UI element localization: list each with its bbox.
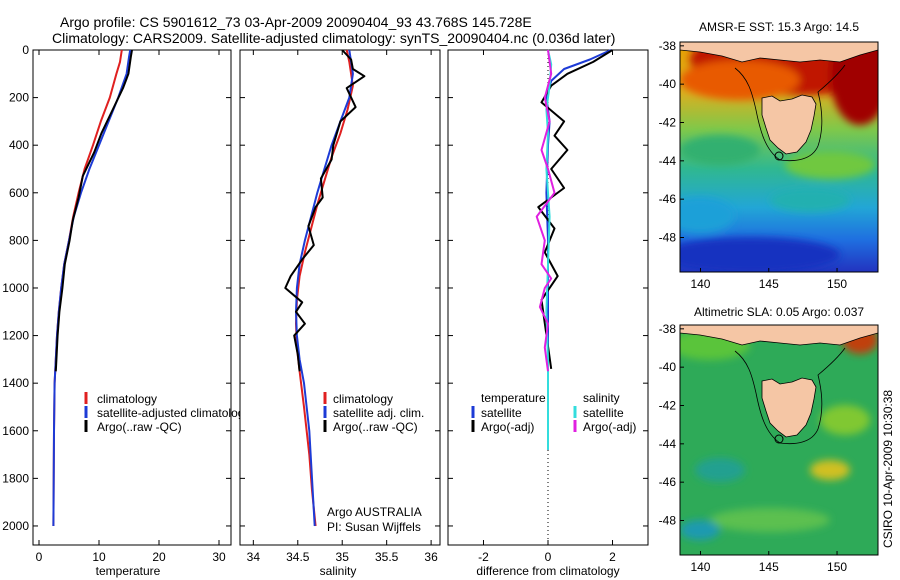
- y-tick-label: 1200: [2, 329, 29, 343]
- x-tick-label: 30: [212, 550, 226, 564]
- sla-map-panel: Altimetric SLA: 0.05 Argo: 0.037 140 145 1…: [659, 305, 879, 574]
- y-tick-label: 400: [9, 138, 29, 152]
- sst-map-frame: [679, 41, 879, 273]
- legend-label-sal-satellite: satellite: [583, 406, 624, 420]
- y-tick-label: 200: [9, 91, 29, 105]
- x-tick-label: 36: [424, 550, 438, 564]
- x-tick-label: 34.5: [286, 550, 310, 564]
- y-tick-label: 1600: [2, 424, 29, 438]
- map-y-tick-label: -44: [659, 437, 677, 451]
- legend-label-climatology: climatology: [97, 392, 157, 406]
- y-tick-label: 1800: [2, 471, 29, 485]
- map-y-tick-label: -44: [659, 154, 677, 168]
- tasmania-landmass: [761, 94, 817, 155]
- sst-map-title: AMSR-E SST: 15.3 Argo: 14.5: [699, 20, 859, 34]
- shelf-contour: [734, 347, 846, 445]
- x-tick-label: 0: [545, 550, 552, 564]
- x-tick-label: 35: [336, 550, 350, 564]
- temperature-ticks: 0 10 20 30 0 200 400 600 800 1000 1200 1400 1600 1800…: [2, 43, 231, 564]
- y-tick-label: 800: [9, 233, 29, 247]
- x-tick-label: 10: [92, 550, 106, 564]
- legend-label-sal-argo: Argo(-adj): [583, 420, 636, 434]
- timestamp-stamp: CSIRO 10-Apr-2009 10:30:38: [881, 390, 895, 548]
- x-tick-label: -2: [478, 550, 489, 564]
- y-tick-label: 2000: [2, 519, 29, 533]
- credit-line1: Argo AUSTRALIA: [327, 505, 422, 519]
- map-x-tick-label: 140: [690, 277, 710, 291]
- map-y-tick-label: -46: [659, 475, 677, 489]
- series-line-satellite-adj-clim-: [295, 49, 354, 527]
- map-y-tick-label: -40: [659, 360, 677, 374]
- sla-map-title: Altimetric SLA: 0.05 Argo: 0.037: [694, 305, 864, 319]
- legend-heading-salinity: salinity: [583, 391, 620, 405]
- legend-label-argo: Argo(..raw -QC): [97, 420, 182, 434]
- sst-map-panel: AMSR-E SST: 15.3 Argo: 14.5 140 145 150 -38…: [659, 20, 879, 291]
- mainland-coast: [680, 42, 878, 63]
- temperature-lines: [52, 49, 133, 527]
- map-x-tick-label: 145: [759, 277, 779, 291]
- map-y-tick-label: -38: [659, 39, 677, 53]
- y-tick-label: 1400: [2, 376, 29, 390]
- map-y-tick-label: -48: [659, 231, 677, 245]
- salinity-panel: 34 34.5 35 35.5 36 salinity climatology sate…: [239, 49, 441, 578]
- sla-map-ticks: 140 145 150 -38 -40 -42 -44 -46 -48: [659, 322, 848, 574]
- sla-map-frame: [679, 324, 879, 556]
- sst-map-image: [680, 42, 878, 272]
- y-tick-label: 0: [22, 43, 29, 57]
- series-line-argo-raw-qc-: [284, 49, 366, 372]
- map-x-tick-label: 150: [827, 560, 847, 574]
- temperature-panel: 0 10 20 30 0 200 400 600 800 1000 1200 1400 1600 1800…: [2, 43, 250, 578]
- series-line-argo-raw-qc-: [54, 49, 133, 372]
- legend-label-climatology: climatology: [333, 392, 393, 406]
- map-x-tick-label: 145: [759, 560, 779, 574]
- temperature-xlabel: temperature: [96, 564, 161, 578]
- difference-xlabel: difference from climatology: [476, 564, 619, 578]
- temperature-legend: climatology satellite-adjusted climatolo…: [84, 392, 250, 434]
- legend-heading-temperature: temperature: [481, 391, 546, 405]
- argo-float-marker: [774, 434, 784, 444]
- legend-label-satellite: satellite-adjusted climatology: [97, 406, 250, 420]
- x-tick-label: 20: [152, 550, 166, 564]
- series-line-salinity-argo-adj-: [535, 49, 556, 372]
- difference-panel: -2 0 2 difference from climatology tempera…: [447, 49, 649, 578]
- argo-float-marker: [774, 151, 784, 161]
- series-line-climatology: [295, 49, 354, 527]
- figure-title-line1: Argo profile: CS 5901612_73 03-Apr-2009 …: [60, 14, 532, 30]
- credit-line2: PI: Susan Wijffels: [327, 520, 421, 534]
- x-tick-label: 2: [609, 550, 616, 564]
- difference-legend: temperature satellite Argo(-adj) salinit…: [471, 391, 636, 434]
- salinity-legend: climatology satellite adj. clim. Argo(..…: [323, 392, 424, 434]
- legend-label-argo: Argo(..raw -QC): [333, 420, 418, 434]
- series-line-temperature-argo-adj-: [537, 49, 614, 370]
- temperature-axes-frame: [32, 49, 232, 546]
- legend-label-temp-satellite: satellite: [481, 406, 522, 420]
- map-y-tick-label: -42: [659, 399, 677, 413]
- legend-label-temp-argo: Argo(-adj): [481, 420, 534, 434]
- x-tick-label: 35.5: [375, 550, 399, 564]
- x-tick-label: 34: [247, 550, 261, 564]
- map-y-tick-label: -48: [659, 514, 677, 528]
- tasmania-landmass: [761, 377, 817, 438]
- salinity-lines: [284, 49, 366, 527]
- map-y-tick-label: -46: [659, 192, 677, 206]
- figure-title-line2: Climatology: CARS2009. Satellite-adjuste…: [52, 30, 616, 46]
- map-y-tick-label: -42: [659, 116, 677, 130]
- salinity-ticks: 34 34.5 35 35.5 36: [240, 49, 440, 564]
- map-x-tick-label: 140: [690, 560, 710, 574]
- x-tick-label: 0: [36, 550, 43, 564]
- salinity-xlabel: salinity: [320, 564, 357, 578]
- difference-ticks: -2 0 2: [448, 49, 648, 564]
- map-y-tick-label: -40: [659, 77, 677, 91]
- difference-lines: [535, 49, 614, 450]
- legend-label-satellite: satellite adj. clim.: [333, 406, 424, 420]
- sst-map-ticks: 140 145 150 -38 -40 -42 -44 -46 -48: [659, 39, 848, 291]
- shelf-contour: [734, 64, 846, 162]
- y-tick-label: 1000: [2, 281, 29, 295]
- map-x-tick-label: 150: [827, 277, 847, 291]
- map-y-tick-label: -38: [659, 322, 677, 336]
- sla-map-image: [680, 325, 878, 555]
- mainland-coast: [680, 325, 878, 346]
- y-tick-label: 600: [9, 186, 29, 200]
